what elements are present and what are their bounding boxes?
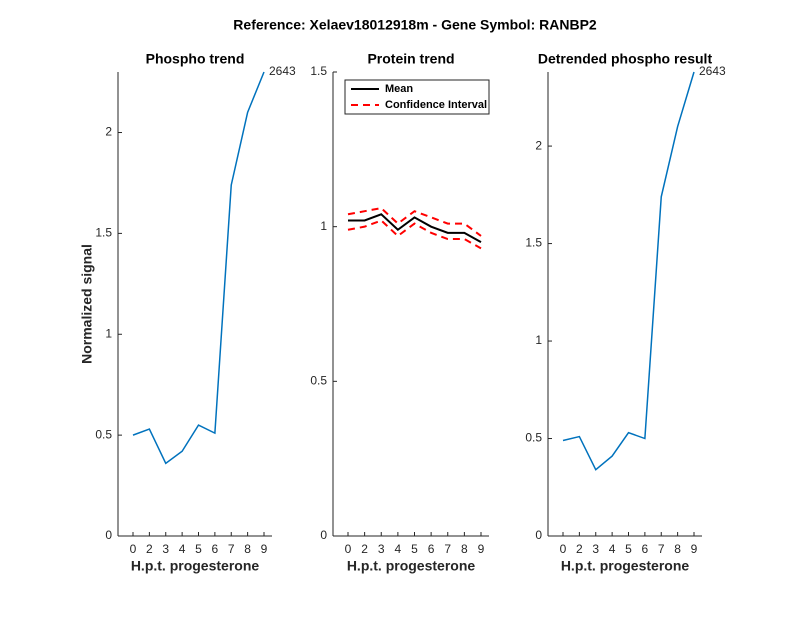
x-tick-label: 9 xyxy=(261,542,268,556)
y-tick-label: 1 xyxy=(320,219,327,233)
subplot-title: Protein trend xyxy=(367,51,454,67)
x-axis-label: H.p.t. progesterone xyxy=(561,558,690,574)
data-line xyxy=(347,207,482,237)
x-tick-label: 5 xyxy=(625,542,632,556)
legend-label: Mean xyxy=(385,83,413,95)
annotation: 2643 xyxy=(699,64,726,78)
x-tick-label: 7 xyxy=(658,542,665,556)
x-axis-label: H.p.t. progesterone xyxy=(131,558,260,574)
data-line xyxy=(132,71,265,465)
y-tick-label: 1.5 xyxy=(525,236,542,250)
y-tick-label: 1 xyxy=(105,326,112,340)
data-line xyxy=(348,213,482,244)
y-tick-label: 0 xyxy=(320,528,327,542)
y-tick-label: 1.5 xyxy=(310,64,327,78)
x-tick-label: 3 xyxy=(378,542,385,556)
x-tick-label: 5 xyxy=(411,542,418,556)
x-tick-label: 2 xyxy=(146,542,153,556)
x-tick-label: 0 xyxy=(130,542,137,556)
y-tick-label: 2 xyxy=(535,138,542,152)
x-tick-label: 3 xyxy=(162,542,169,556)
x-tick-label: 8 xyxy=(244,542,251,556)
x-tick-label: 4 xyxy=(179,542,186,556)
x-tick-label: 6 xyxy=(428,542,435,556)
subplot-title: Phospho trend xyxy=(146,51,245,67)
y-tick-label: 0.5 xyxy=(310,374,327,388)
x-tick-label: 6 xyxy=(642,542,649,556)
x-tick-label: 2 xyxy=(361,542,368,556)
y-tick-label: 0 xyxy=(535,528,542,542)
subplot-title: Detrended phospho result xyxy=(538,51,713,67)
y-tick-label: 0.5 xyxy=(95,427,112,441)
data-line xyxy=(347,219,482,250)
y-tick-label: 0.5 xyxy=(525,431,542,445)
data-line xyxy=(562,71,695,471)
y-tick-label: 1.5 xyxy=(95,226,112,240)
annotation: 2643 xyxy=(269,64,296,78)
x-tick-label: 0 xyxy=(345,542,352,556)
x-tick-label: 8 xyxy=(674,542,681,556)
x-tick-label: 2 xyxy=(576,542,583,556)
figure-title: Reference: Xelaev18012918m - Gene Symbol… xyxy=(233,17,597,33)
x-tick-label: 7 xyxy=(444,542,451,556)
x-axis-label: H.p.t. progesterone xyxy=(347,558,476,574)
x-tick-label: 7 xyxy=(228,542,235,556)
legend-label: Confidence Interval xyxy=(385,99,487,111)
legend-box xyxy=(344,79,490,115)
y-axis-label: Normalized signal xyxy=(79,244,95,364)
y-tick-label: 2 xyxy=(105,125,112,139)
x-tick-label: 6 xyxy=(212,542,219,556)
x-tick-label: 8 xyxy=(461,542,468,556)
x-tick-label: 5 xyxy=(195,542,202,556)
y-tick-label: 0 xyxy=(105,528,112,542)
x-tick-label: 4 xyxy=(395,542,402,556)
x-tick-label: 3 xyxy=(592,542,599,556)
x-tick-label: 0 xyxy=(560,542,567,556)
x-tick-label: 4 xyxy=(609,542,616,556)
y-tick-label: 1 xyxy=(535,333,542,347)
x-tick-label: 9 xyxy=(478,542,485,556)
x-tick-label: 9 xyxy=(691,542,698,556)
